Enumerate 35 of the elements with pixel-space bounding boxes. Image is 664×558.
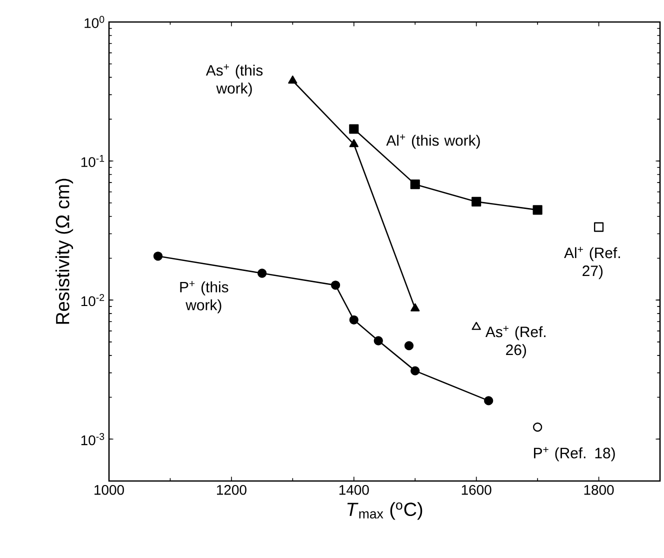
- point: [410, 180, 420, 190]
- point: [532, 422, 542, 432]
- point: [484, 396, 494, 406]
- point: [288, 76, 298, 84]
- y-tick-label: 10$^{-3}$: [81, 433, 104, 446]
- series-label: Al$^{+}$ (this work): [386, 134, 480, 149]
- series-label: As$^{+}$ (Ref. 26): [485, 326, 546, 358]
- point: [404, 341, 414, 350]
- point: [349, 315, 358, 325]
- point: [374, 336, 383, 346]
- point: [532, 205, 542, 215]
- series-label: P$^{+}$ (this work): [180, 281, 228, 314]
- point: [349, 124, 359, 134]
- point: [594, 222, 604, 232]
- point: [257, 268, 267, 278]
- point: [330, 280, 340, 290]
- y-tick-label: 10$^{-2}$: [81, 294, 104, 306]
- point: [153, 252, 163, 261]
- series-label: As$^{+}$ (this work): [206, 64, 263, 97]
- point: [410, 303, 420, 312]
- x-tick-label: 1000: [94, 484, 124, 495]
- x-tick-label: 1800: [584, 484, 614, 495]
- y-tick-label: 10$^{0}$: [84, 16, 104, 28]
- point: [349, 139, 358, 148]
- point: [472, 196, 482, 206]
- x-tick-label: 1600: [462, 484, 492, 495]
- point: [410, 366, 420, 376]
- x-tick-label: 1200: [217, 484, 246, 495]
- series-label: P$^{+}$ (Ref. 18): [534, 446, 615, 462]
- point: [472, 322, 481, 330]
- x-tick-label: 1400: [339, 484, 369, 495]
- y-tick-label: 10$^{-1}$: [81, 155, 104, 168]
- x-axis-title: T$_{max}$ ($^{o}$C): [347, 502, 422, 520]
- y-axis-title: Resistivity (Ω cm): [55, 178, 74, 324]
- series-label: Al$^{+}$ (Ref. 27): [564, 246, 620, 280]
